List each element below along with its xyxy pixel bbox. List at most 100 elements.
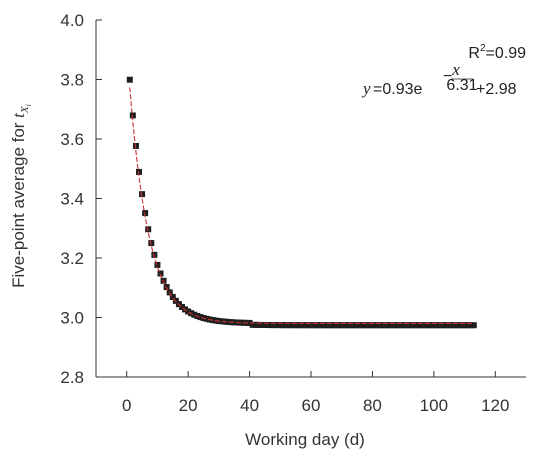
data-point	[381, 322, 388, 329]
fit-curve	[129, 87, 474, 324]
y-tick-labels: 2.8 3.0 3.2 3.4 3.6 3.8 4.0	[60, 11, 84, 387]
x-tick-label: 60	[302, 396, 321, 415]
data-point	[375, 322, 382, 329]
data-point	[464, 322, 471, 329]
eq-lhs: y	[361, 79, 371, 98]
x-tick-label: 0	[122, 396, 131, 415]
data-point	[185, 308, 192, 315]
y-axis-title-var: t	[9, 112, 28, 118]
data-point	[372, 322, 379, 329]
axes	[95, 19, 526, 378]
data-point	[397, 322, 404, 329]
x-tick-label: 80	[363, 396, 382, 415]
data-point	[255, 321, 262, 328]
data-point	[440, 322, 447, 329]
data-point	[136, 168, 142, 175]
data-point	[357, 322, 364, 329]
y-tick-label: 3.8	[60, 71, 84, 90]
data-points	[126, 76, 477, 329]
data-point	[347, 322, 354, 329]
data-point	[387, 322, 394, 329]
data-point	[145, 226, 152, 233]
data-point	[427, 322, 434, 329]
data-point	[311, 322, 318, 329]
data-point	[360, 322, 367, 329]
y-axis-title: Five-point average for tXi	[9, 104, 33, 288]
data-point	[191, 311, 198, 318]
data-point	[261, 322, 268, 329]
data-point	[458, 322, 465, 329]
data-point	[354, 322, 361, 329]
data-point	[326, 322, 333, 329]
data-point	[157, 270, 164, 277]
eq-exp-den: 6.31	[446, 77, 477, 94]
data-point	[179, 303, 185, 310]
data-point	[446, 322, 453, 329]
data-point	[351, 322, 357, 329]
data-point	[151, 251, 158, 258]
data-point	[449, 322, 456, 329]
data-point	[252, 321, 259, 328]
x-axis-title: Working day (d)	[245, 430, 365, 449]
data-point	[139, 191, 146, 198]
data-point	[332, 322, 339, 329]
data-point	[424, 322, 431, 329]
eq-exp-num: x	[451, 60, 460, 79]
data-point	[320, 322, 327, 329]
data-point	[265, 322, 271, 329]
data-point	[461, 322, 468, 329]
data-point	[249, 321, 256, 328]
data-point	[341, 322, 348, 329]
data-point	[129, 112, 136, 119]
data-point	[455, 322, 462, 329]
data-point	[437, 322, 443, 329]
data-point	[409, 322, 416, 329]
data-point	[280, 322, 287, 329]
data-point	[274, 322, 281, 329]
data-point	[304, 322, 311, 329]
data-point	[400, 322, 407, 329]
data-point	[160, 277, 167, 284]
data-point	[301, 322, 308, 329]
data-point	[403, 322, 410, 329]
data-point	[197, 314, 204, 321]
data-point	[406, 322, 413, 329]
data-point	[298, 322, 305, 329]
data-point	[317, 322, 324, 329]
data-point	[421, 322, 428, 329]
eq-exp-sign: −	[443, 68, 452, 85]
data-point	[467, 322, 474, 329]
x-tick-label: 20	[179, 396, 198, 415]
data-point	[415, 322, 422, 329]
x-tick-label: 100	[420, 396, 448, 415]
data-point	[258, 321, 265, 328]
y-tick-label: 3.4	[60, 190, 84, 209]
data-point	[295, 322, 302, 329]
data-point	[384, 322, 391, 329]
r2-label: R	[468, 45, 480, 62]
data-point	[283, 322, 290, 329]
y-axis-title-sub: X	[19, 105, 31, 114]
data-point	[225, 318, 232, 325]
data-point	[289, 322, 296, 329]
x-tick-label: 120	[481, 396, 509, 415]
data-point	[329, 322, 336, 329]
r-squared-annotation: R2=0.99	[468, 43, 526, 62]
data-point	[286, 322, 293, 329]
y-tick-label: 2.8	[60, 368, 84, 387]
fit-equation: y =0.93e − x 6.31 +2.98	[361, 60, 517, 98]
data-point	[418, 322, 425, 329]
r2-value: =0.99	[486, 45, 527, 62]
data-point	[394, 322, 400, 329]
data-point	[126, 76, 133, 83]
x-tick-labels: 0 20 40 60 80 100 120	[122, 396, 509, 415]
eq-tail: +2.98	[476, 81, 517, 98]
data-point	[369, 322, 376, 329]
data-point	[169, 293, 176, 300]
eq-mid: =0.93e	[373, 81, 422, 98]
data-point	[378, 322, 385, 329]
data-point	[335, 322, 342, 329]
y-axis-title-subsub: i	[24, 104, 33, 106]
y-tick-label: 3.0	[60, 309, 84, 328]
data-point	[430, 322, 437, 329]
